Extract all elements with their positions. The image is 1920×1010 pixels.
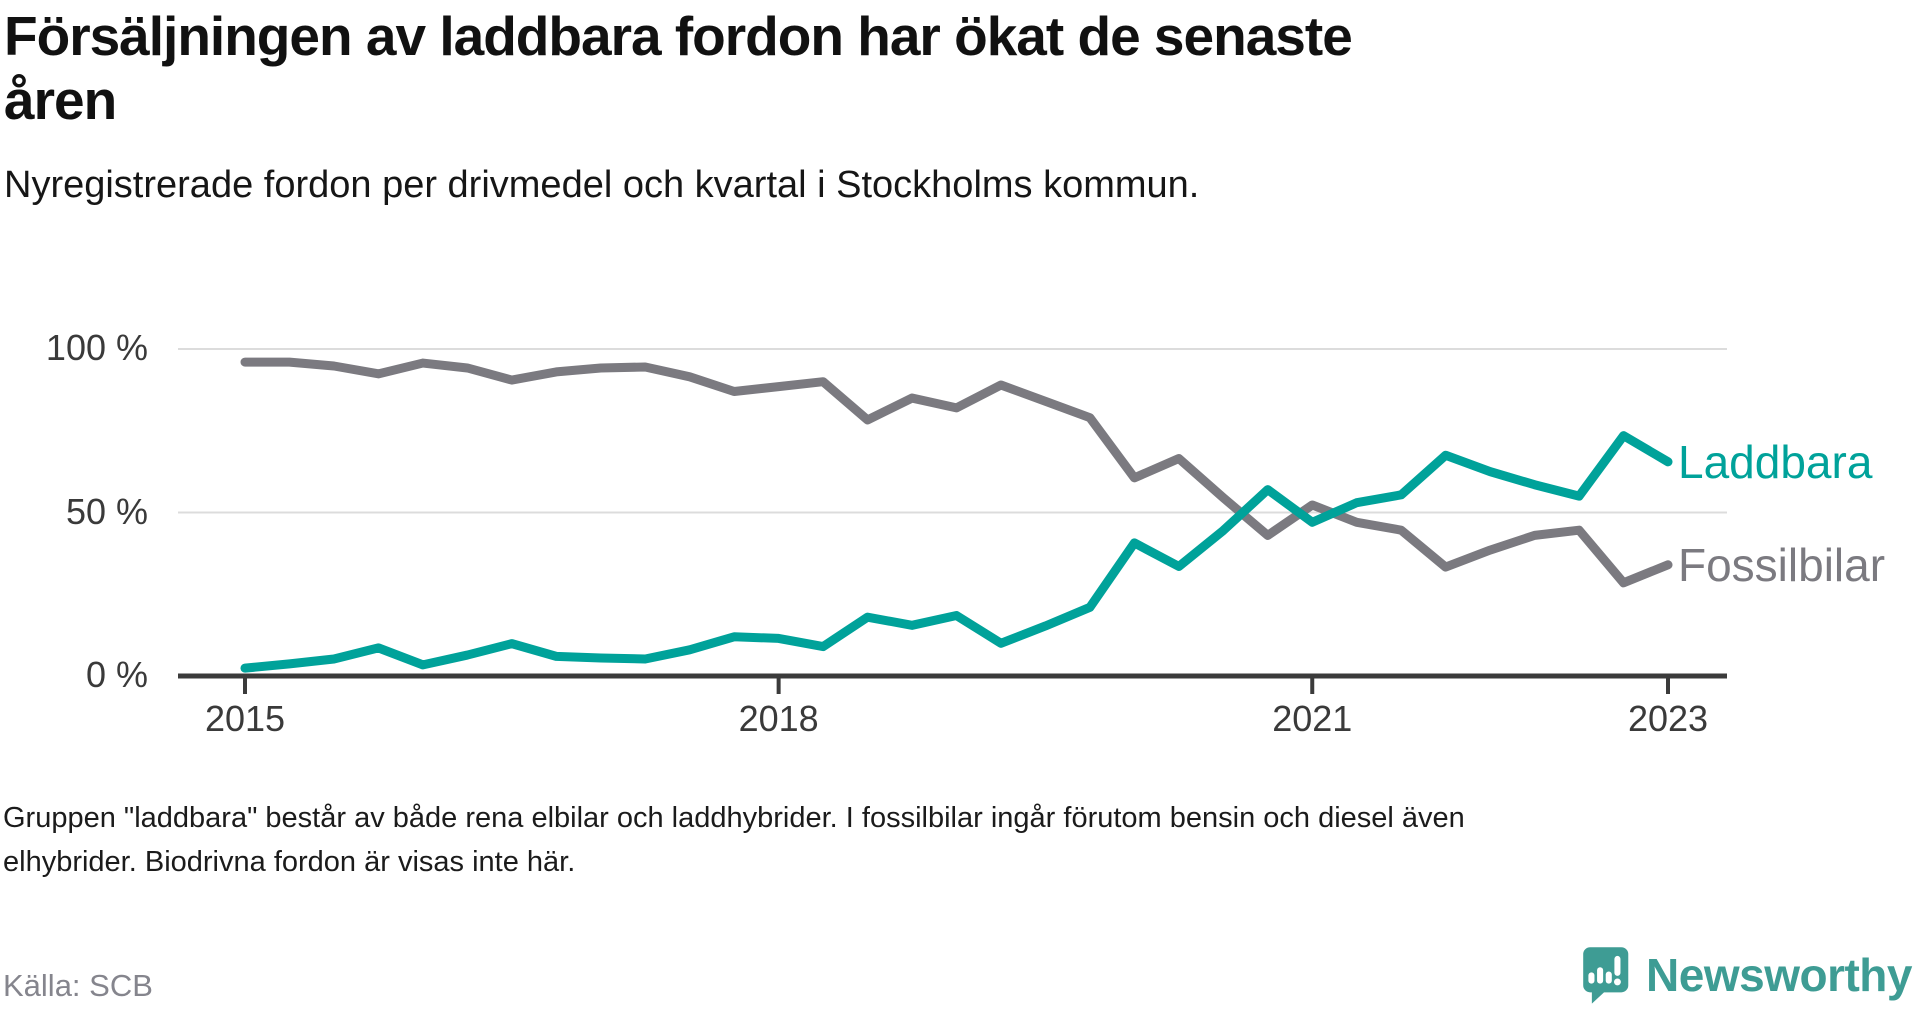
laddbara-series-label: Laddbara xyxy=(1678,435,1873,488)
x-tick-label: 2023 xyxy=(1627,698,1709,739)
title-line-1: Försäljningen av laddbara fordon har öka… xyxy=(4,5,1353,67)
logo-text: Newsworthy xyxy=(1646,949,1912,1001)
source-credit: Källa: SCB xyxy=(3,968,153,1003)
x-axis xyxy=(178,673,1727,694)
x-tick-label: 2015 xyxy=(204,698,286,739)
fossilbilar-series-label: Fossilbilar xyxy=(1678,538,1886,591)
footnote-line-2: elhybrider. Biodrivna fordon är visas in… xyxy=(3,846,576,878)
footnote-line-1: Gruppen "laddbara" består av både rena e… xyxy=(3,802,1465,834)
laddbara-line xyxy=(240,431,1673,673)
chart-subtitle: Nyregistrerade fordon per drivmedel och … xyxy=(4,164,1200,206)
footnote: Gruppen "laddbara" består av både rena e… xyxy=(3,796,1883,884)
gridlines xyxy=(178,348,1727,514)
y-tick-label: 0 % xyxy=(85,654,148,695)
y-tick-label: 50 % xyxy=(65,490,148,532)
newsworthy-logo: Newsworthy xyxy=(1578,944,1912,1006)
x-tick-label: 2021 xyxy=(1272,698,1353,739)
x-tick-label: 2018 xyxy=(738,698,819,739)
title-line-2: åren xyxy=(4,69,117,131)
y-tick-label: 100 % xyxy=(45,327,148,368)
newsworthy-speech-bubble-chart-icon xyxy=(1583,947,1629,1004)
page-title: Försäljningen av laddbara fordon har öka… xyxy=(4,4,1704,132)
fossilbilar-line xyxy=(240,357,1673,588)
